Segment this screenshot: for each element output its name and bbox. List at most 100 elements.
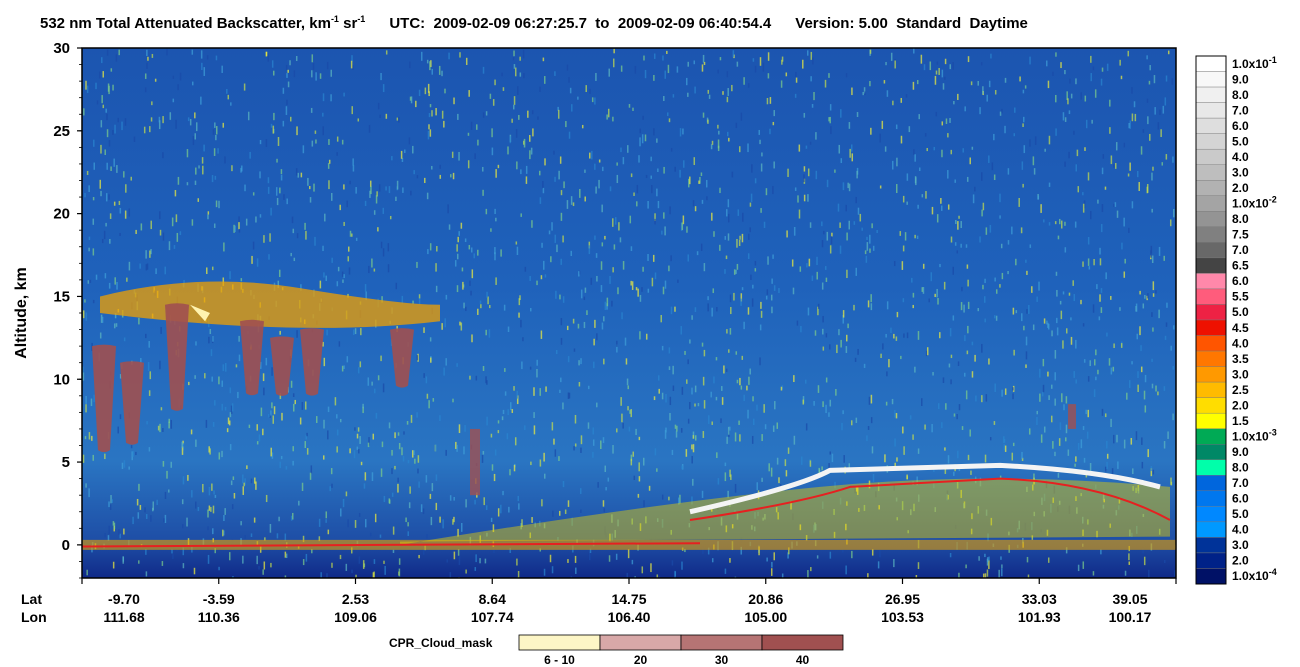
title-utc-label: UTC: — [389, 15, 426, 32]
lon-tick-label: 101.93 — [1017, 609, 1061, 625]
colorbar-swatch — [1195, 226, 1227, 243]
lat-tick-label: 26.95 — [884, 591, 921, 607]
colorbar-label: 3.0 — [1232, 538, 1249, 552]
cpr-label: 20 — [634, 653, 648, 667]
lon-tick-label: 100.17 — [1108, 609, 1152, 625]
colorbar-label: 3.0 — [1232, 367, 1249, 381]
colorbar-swatch — [1195, 86, 1227, 103]
feature-layer — [82, 281, 1176, 550]
lon-tick-label: 109.06 — [334, 609, 377, 625]
colorbar-label: 9.0 — [1232, 72, 1249, 86]
colorbar-label: 2.0 — [1232, 554, 1249, 568]
colorbar-label: 3.5 — [1232, 352, 1249, 366]
colorbar-label: 7.5 — [1232, 228, 1249, 242]
colorbar-swatch — [1195, 102, 1227, 119]
title-sup-2: -1 — [357, 14, 366, 24]
lat-tick-label: 2.53 — [341, 591, 370, 607]
colorbar-swatch — [1195, 304, 1227, 321]
y-tick-label: 5 — [62, 454, 70, 471]
chart-title: 532 nm Total Attenuated Backscatter, km-… — [40, 14, 1028, 32]
colorbar-label: 8.0 — [1232, 461, 1249, 475]
backscatter-colorbar: 1.0x10-19.08.07.06.05.04.03.02.01.0x10-2… — [1195, 55, 1277, 585]
lat-tick-label: 39.05 — [1112, 591, 1148, 607]
lon-tick-label: 105.00 — [744, 609, 788, 625]
colorbar-label: 6.0 — [1232, 492, 1249, 506]
colorbar-label: 9.0 — [1232, 445, 1249, 459]
title-utc-start: 2009-02-09 06:27:25.7 — [433, 15, 587, 32]
colorbar-swatch — [1195, 521, 1227, 538]
colorbar-swatch — [1195, 133, 1227, 150]
cpr-swatch — [680, 634, 763, 651]
colorbar-swatch — [1195, 444, 1227, 460]
colorbar-swatch — [1195, 506, 1227, 523]
colorbar-swatch — [1195, 195, 1227, 212]
colorbar-label: 1.5 — [1232, 414, 1249, 428]
lat-tick-label: 8.64 — [478, 591, 506, 607]
cpr-swatch — [599, 634, 682, 651]
colorbar-label: 5.5 — [1232, 290, 1249, 304]
colorbar-label: 1.0x10-1 — [1232, 55, 1277, 71]
colorbar-swatch — [1195, 459, 1227, 476]
lat-tick-label: 20.86 — [748, 591, 784, 607]
colorbar-swatch — [1195, 148, 1227, 165]
lat-tick-label: 14.75 — [611, 591, 647, 607]
lon-row-label: Lon — [21, 609, 47, 625]
colorbar-swatch — [1195, 180, 1227, 196]
colorbar-label: 5.0 — [1232, 507, 1249, 521]
colorbar-swatch — [1195, 428, 1227, 445]
colorbar-label: 5.0 — [1232, 305, 1249, 319]
colorbar-swatch — [1195, 257, 1227, 274]
colorbar-swatch — [1195, 412, 1227, 429]
colorbar-swatch — [1195, 335, 1227, 352]
y-tick-label: 25 — [53, 123, 70, 140]
title-standard: Standard — [896, 15, 962, 32]
colorbar-swatch — [1195, 552, 1227, 569]
colorbar-label: 7.0 — [1232, 476, 1249, 490]
title-sup-1: -1 — [330, 14, 339, 24]
y-tick-label: 10 — [53, 371, 70, 388]
colorbar-swatch — [1195, 537, 1227, 554]
colorbar-label: 7.0 — [1232, 243, 1249, 257]
colorbar-label: 4.0 — [1232, 523, 1249, 537]
colorbar-swatch — [1195, 211, 1227, 228]
colorbar-label: 4.0 — [1232, 150, 1249, 164]
colorbar-swatch — [1195, 242, 1227, 259]
colorbar-label: 4.5 — [1232, 321, 1249, 335]
colorbar-label: 1.0x10-2 — [1232, 195, 1277, 211]
lat-tick-label: 33.03 — [1021, 591, 1057, 607]
colorbar-label: 5.0 — [1232, 134, 1249, 148]
lat-tick-label: -3.59 — [202, 591, 235, 607]
colorbar-swatch — [1195, 117, 1227, 134]
colorbar-swatch — [1195, 71, 1227, 88]
lat-row-label: Lat — [21, 591, 42, 607]
lon-tick-label: 106.40 — [607, 609, 651, 625]
title-to: to — [595, 15, 610, 32]
title-sr: sr — [338, 15, 358, 32]
colorbar-label: 8.0 — [1232, 88, 1249, 102]
cpr-swatch — [518, 634, 601, 651]
title-version: Version: 5.00 — [795, 15, 888, 32]
colorbar-swatch — [1195, 381, 1227, 398]
colorbar-label: 1.0x10-4 — [1232, 567, 1277, 583]
colorbar-swatch — [1195, 164, 1227, 181]
colorbar-label: 2.0 — [1232, 398, 1249, 412]
title-utc-end: 2009-02-09 06:40:54.4 — [617, 15, 772, 32]
lat-tick-label: -9.70 — [108, 591, 140, 607]
colorbar-swatch — [1195, 273, 1227, 290]
colorbar-swatch — [1195, 350, 1227, 367]
lon-tick-label: 107.74 — [470, 609, 514, 625]
y-tick-label: 30 — [53, 40, 70, 57]
colorbar-swatch — [1195, 475, 1227, 492]
colorbar-swatch — [1195, 397, 1227, 414]
cpr-label: 6 - 10 — [544, 653, 575, 667]
colorbar-label: 2.5 — [1232, 383, 1249, 397]
y-axis-label: Altitude, km — [13, 267, 30, 359]
colorbar-swatch — [1195, 288, 1227, 305]
colorbar-swatch — [1195, 490, 1227, 507]
colorbar-swatch — [1195, 55, 1227, 72]
cpr-label: 40 — [796, 653, 810, 667]
colorbar-label: 3.0 — [1232, 165, 1249, 179]
colorbar-swatch — [1195, 319, 1227, 336]
cpr-cloud-mask-bar: 6 - 10 20 30 40 — [518, 634, 844, 667]
cpr-swatch — [761, 634, 844, 651]
